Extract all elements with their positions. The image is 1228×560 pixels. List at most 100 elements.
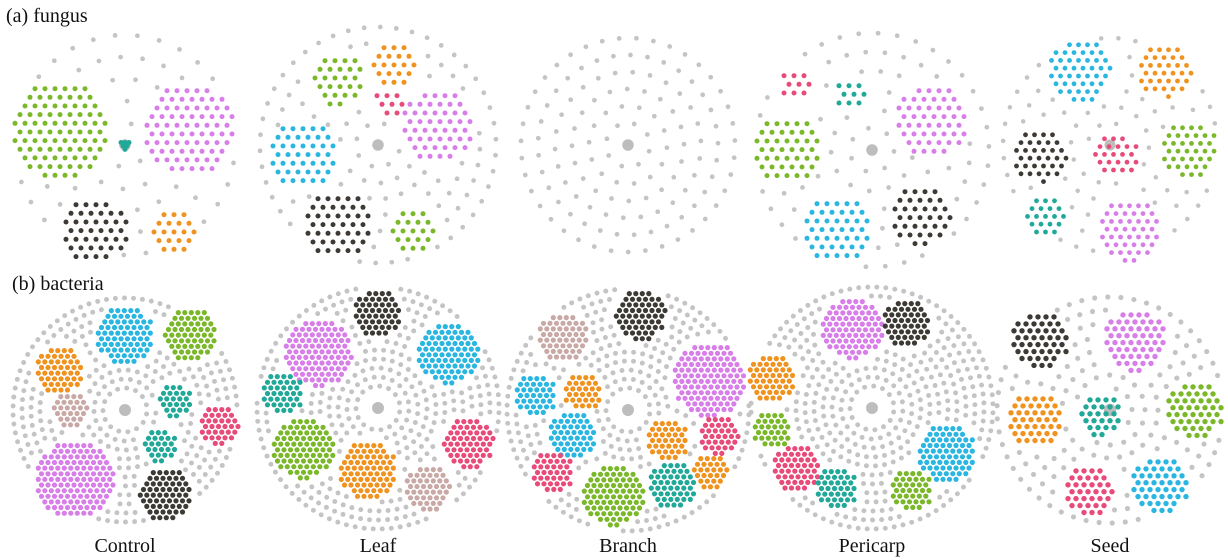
node <box>814 138 820 144</box>
node <box>607 343 613 348</box>
node <box>579 403 586 409</box>
node <box>335 213 341 219</box>
node <box>1035 328 1041 334</box>
node <box>786 378 792 384</box>
node <box>882 108 887 114</box>
node <box>72 155 78 161</box>
node <box>930 448 936 454</box>
node <box>402 127 408 133</box>
node <box>1083 404 1089 410</box>
node <box>71 405 77 411</box>
node <box>663 394 669 400</box>
node <box>1145 219 1150 224</box>
node <box>124 358 131 364</box>
node <box>573 506 579 512</box>
node <box>804 235 810 241</box>
node <box>677 502 684 508</box>
node <box>92 138 98 144</box>
node <box>144 481 150 487</box>
node <box>1155 500 1161 507</box>
node <box>649 307 655 314</box>
node <box>155 441 161 447</box>
node <box>906 122 912 128</box>
node <box>354 471 361 477</box>
node <box>941 96 947 102</box>
node <box>824 235 830 241</box>
node <box>1140 211 1146 217</box>
node <box>954 408 960 414</box>
node <box>478 402 484 408</box>
node <box>879 480 884 486</box>
node <box>902 206 908 212</box>
node <box>457 447 464 453</box>
node <box>793 236 798 241</box>
node <box>831 448 836 454</box>
node <box>629 330 636 336</box>
node <box>404 478 410 484</box>
node <box>953 390 959 396</box>
node <box>175 343 181 349</box>
node <box>924 448 930 454</box>
node <box>576 386 582 392</box>
node <box>656 410 662 416</box>
node <box>160 401 167 408</box>
node <box>784 173 790 179</box>
node <box>379 302 385 308</box>
node <box>317 430 323 436</box>
node <box>568 211 573 217</box>
node <box>1019 328 1025 334</box>
node <box>87 476 93 482</box>
node <box>563 326 569 332</box>
node <box>679 214 685 220</box>
node <box>951 343 957 349</box>
node <box>320 239 326 245</box>
node <box>1179 86 1185 92</box>
node <box>518 439 524 445</box>
node <box>48 381 54 387</box>
node <box>711 478 717 484</box>
node <box>61 410 67 417</box>
node <box>173 498 179 504</box>
node <box>597 228 603 233</box>
node <box>166 238 172 244</box>
node <box>374 471 380 477</box>
node <box>795 451 801 457</box>
node <box>27 94 33 100</box>
node <box>757 361 763 367</box>
node <box>449 357 455 363</box>
node <box>389 101 395 107</box>
node <box>115 386 121 392</box>
node <box>839 209 845 215</box>
node <box>325 349 332 355</box>
node <box>92 103 98 109</box>
node <box>621 376 627 382</box>
node <box>859 227 865 233</box>
node <box>814 201 820 207</box>
node <box>961 385 967 391</box>
node <box>1077 312 1083 318</box>
node <box>1036 403 1042 409</box>
node <box>779 222 785 228</box>
node <box>986 374 992 380</box>
node <box>1207 141 1212 146</box>
node <box>708 74 714 80</box>
node <box>941 308 947 314</box>
node <box>468 357 474 363</box>
node <box>157 350 163 356</box>
node <box>163 503 169 509</box>
node <box>794 173 800 179</box>
node <box>911 317 918 324</box>
node <box>917 415 923 421</box>
node <box>170 396 176 402</box>
node <box>325 337 332 344</box>
node <box>131 347 137 353</box>
node <box>73 316 79 322</box>
node <box>623 307 629 314</box>
node <box>610 505 617 511</box>
node <box>350 239 356 245</box>
node <box>73 219 79 225</box>
node <box>104 432 110 438</box>
node <box>505 393 511 399</box>
node <box>956 471 962 477</box>
node <box>734 373 740 379</box>
